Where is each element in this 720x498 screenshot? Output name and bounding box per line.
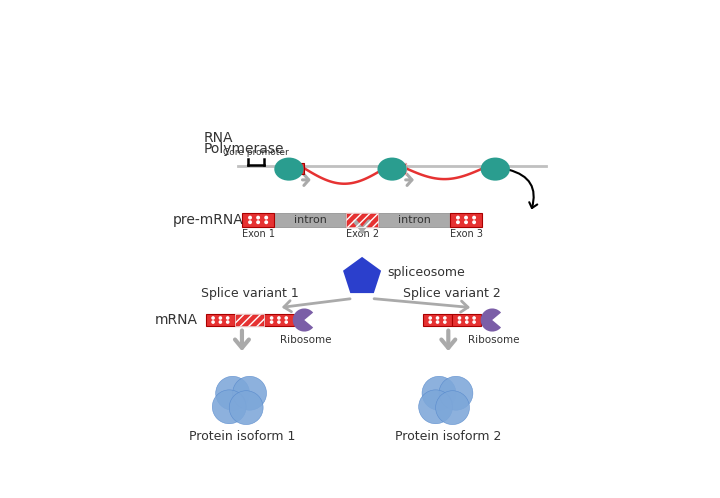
Bar bbox=[346, 213, 378, 227]
Bar bbox=[378, 213, 450, 227]
Circle shape bbox=[220, 317, 222, 319]
Ellipse shape bbox=[481, 157, 510, 181]
Circle shape bbox=[278, 317, 280, 319]
Circle shape bbox=[229, 391, 263, 425]
Wedge shape bbox=[293, 308, 313, 332]
Circle shape bbox=[429, 321, 431, 323]
Ellipse shape bbox=[377, 157, 407, 181]
Text: spliceosome: spliceosome bbox=[387, 266, 465, 279]
Circle shape bbox=[212, 321, 214, 323]
Circle shape bbox=[227, 321, 229, 323]
Circle shape bbox=[271, 317, 273, 319]
Bar bbox=[346, 213, 378, 227]
Circle shape bbox=[492, 165, 495, 167]
Circle shape bbox=[257, 221, 259, 224]
Circle shape bbox=[292, 165, 294, 167]
Circle shape bbox=[498, 165, 500, 167]
Circle shape bbox=[459, 317, 461, 319]
Text: Polymerase: Polymerase bbox=[204, 142, 284, 156]
Circle shape bbox=[487, 165, 490, 167]
Bar bbox=[450, 213, 482, 227]
Circle shape bbox=[456, 216, 459, 219]
Circle shape bbox=[418, 390, 453, 424]
Circle shape bbox=[216, 376, 250, 410]
Circle shape bbox=[285, 317, 287, 319]
Circle shape bbox=[265, 221, 267, 224]
Circle shape bbox=[271, 321, 273, 323]
Text: Protein isoform 2: Protein isoform 2 bbox=[395, 430, 502, 443]
Wedge shape bbox=[481, 308, 501, 332]
Circle shape bbox=[459, 321, 461, 323]
Circle shape bbox=[498, 169, 500, 171]
Text: Protein isoform 1: Protein isoform 1 bbox=[189, 430, 295, 443]
Circle shape bbox=[465, 216, 467, 219]
Text: RNA: RNA bbox=[204, 131, 233, 145]
Bar bbox=[264, 314, 294, 326]
Text: Exon 1: Exon 1 bbox=[242, 229, 274, 239]
Bar bbox=[282, 163, 305, 174]
Circle shape bbox=[456, 221, 459, 224]
Circle shape bbox=[473, 221, 475, 224]
Bar bbox=[452, 314, 482, 326]
Circle shape bbox=[249, 216, 251, 219]
Text: Core promoter: Core promoter bbox=[223, 148, 289, 157]
Circle shape bbox=[278, 321, 280, 323]
Bar bbox=[235, 314, 264, 326]
Circle shape bbox=[422, 376, 456, 410]
Circle shape bbox=[473, 317, 475, 319]
Circle shape bbox=[212, 390, 246, 424]
Text: Ribosome: Ribosome bbox=[280, 335, 332, 345]
Bar bbox=[423, 314, 452, 326]
Circle shape bbox=[286, 165, 288, 167]
Circle shape bbox=[285, 321, 287, 323]
Circle shape bbox=[297, 169, 300, 171]
Text: Splice variant 1: Splice variant 1 bbox=[201, 287, 299, 300]
Circle shape bbox=[465, 221, 467, 224]
Circle shape bbox=[436, 321, 438, 323]
Bar bbox=[235, 314, 264, 326]
Circle shape bbox=[286, 169, 288, 171]
Bar bbox=[274, 213, 346, 227]
Text: Exon 2: Exon 2 bbox=[346, 229, 379, 239]
Bar bbox=[384, 163, 406, 174]
Circle shape bbox=[444, 321, 446, 323]
Polygon shape bbox=[343, 257, 381, 293]
Circle shape bbox=[473, 321, 475, 323]
Text: intron: intron bbox=[294, 215, 327, 225]
Text: Splice variant 2: Splice variant 2 bbox=[403, 287, 501, 300]
Circle shape bbox=[492, 169, 495, 171]
Circle shape bbox=[436, 317, 438, 319]
Circle shape bbox=[436, 391, 469, 425]
Text: Exon 3: Exon 3 bbox=[449, 229, 482, 239]
Circle shape bbox=[220, 321, 222, 323]
Circle shape bbox=[212, 317, 214, 319]
Circle shape bbox=[473, 216, 475, 219]
Circle shape bbox=[444, 317, 446, 319]
Circle shape bbox=[233, 376, 266, 410]
Bar bbox=[206, 314, 235, 326]
Circle shape bbox=[466, 317, 468, 319]
Circle shape bbox=[429, 317, 431, 319]
Ellipse shape bbox=[274, 157, 304, 181]
Circle shape bbox=[265, 216, 267, 219]
Circle shape bbox=[487, 169, 490, 171]
Bar bbox=[483, 163, 505, 174]
Bar bbox=[384, 163, 406, 174]
Circle shape bbox=[297, 165, 300, 167]
Circle shape bbox=[257, 216, 259, 219]
Circle shape bbox=[439, 376, 473, 410]
Circle shape bbox=[249, 221, 251, 224]
Circle shape bbox=[466, 321, 468, 323]
Circle shape bbox=[292, 169, 294, 171]
Bar bbox=[242, 213, 274, 227]
Text: pre-mRNA: pre-mRNA bbox=[173, 213, 243, 227]
Circle shape bbox=[227, 317, 229, 319]
Text: mRNA: mRNA bbox=[155, 313, 198, 327]
Text: intron: intron bbox=[397, 215, 431, 225]
Text: Ribosome: Ribosome bbox=[468, 335, 520, 345]
